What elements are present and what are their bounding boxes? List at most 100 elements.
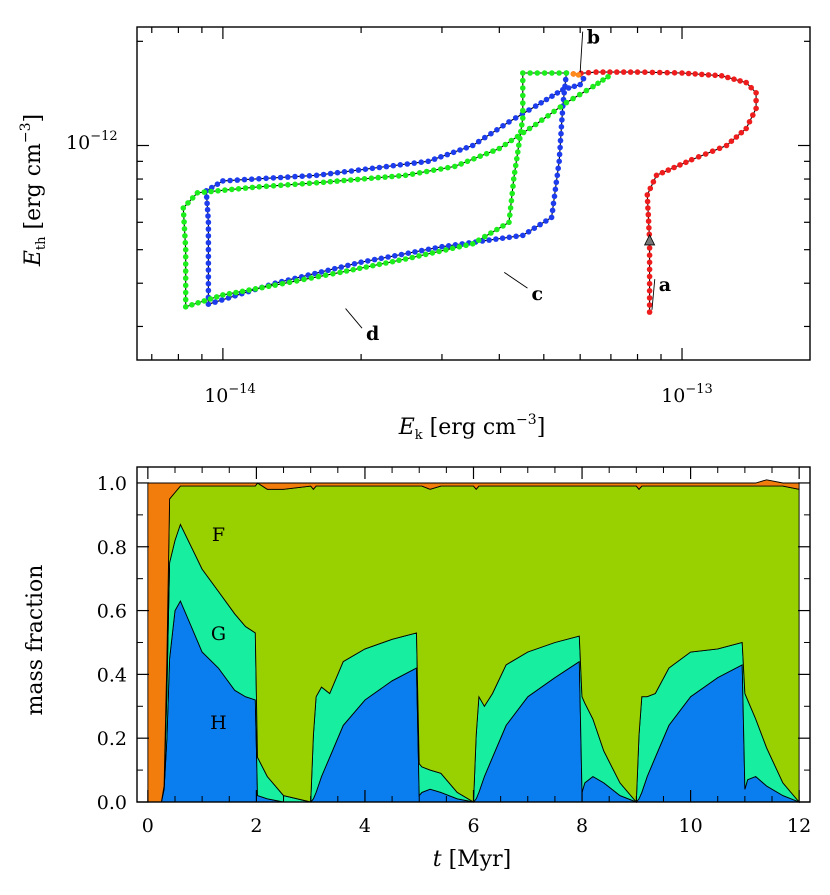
- point-d: [556, 70, 562, 76]
- point-d: [189, 195, 196, 201]
- point-c: [313, 172, 320, 179]
- point-a: [657, 69, 663, 76]
- point-c: [552, 186, 559, 193]
- point-c: [318, 269, 325, 275]
- point-c: [439, 243, 445, 250]
- point-d: [306, 180, 313, 187]
- point-d: [475, 237, 482, 243]
- point-c: [554, 172, 561, 179]
- top-axis-ticks: [137, 27, 810, 360]
- point-d: [252, 286, 259, 292]
- curve-label-a: a: [659, 274, 671, 296]
- point-d: [520, 129, 527, 136]
- point-d: [409, 171, 416, 177]
- point-d: [350, 266, 357, 273]
- point-c: [205, 287, 212, 294]
- point-d: [469, 241, 476, 247]
- point-c: [212, 299, 218, 305]
- point-d: [263, 183, 270, 190]
- point-a: [753, 90, 759, 96]
- point-d: [605, 73, 611, 80]
- x-tick-label: 8: [576, 815, 588, 837]
- point-a: [743, 125, 749, 132]
- point-a: [753, 97, 759, 104]
- curve-annotations: a b c d: [345, 27, 671, 345]
- bottom-x-axis-label: t [Myr]: [433, 847, 511, 872]
- point-c: [299, 173, 306, 179]
- point-c: [558, 124, 565, 130]
- point-c: [549, 93, 555, 99]
- point-c: [520, 232, 526, 239]
- point-d: [382, 174, 388, 180]
- point-d: [595, 80, 601, 87]
- point-a: [702, 151, 709, 157]
- point-c: [580, 75, 587, 82]
- point-a: [646, 245, 653, 251]
- point-a: [649, 69, 656, 76]
- point-c: [205, 253, 212, 260]
- point-d: [520, 107, 526, 114]
- point-d: [464, 158, 471, 165]
- point-d: [348, 177, 354, 183]
- point-d: [506, 219, 512, 226]
- point-a: [646, 252, 653, 258]
- point-d: [265, 283, 272, 290]
- y-tick-label: 0.0: [97, 792, 127, 814]
- point-d: [514, 155, 520, 162]
- point-d: [180, 212, 187, 218]
- point-d: [500, 223, 506, 229]
- point-d: [502, 141, 509, 148]
- point-d: [272, 282, 279, 288]
- curve-c: [205, 72, 584, 305]
- point-c: [499, 235, 506, 241]
- point-a: [585, 69, 592, 76]
- point-d: [285, 182, 291, 188]
- point-c: [438, 154, 444, 160]
- point-c: [493, 236, 499, 242]
- point-c: [506, 234, 513, 241]
- point-a: [731, 76, 737, 82]
- point-a: [614, 69, 620, 75]
- mass-fraction-plot: 0 2 4 6 8 10 120.00.20.40.60.81.0 FGH t [Myr] …: [23, 466, 811, 872]
- point-d: [519, 122, 525, 128]
- point-a: [688, 156, 695, 163]
- point-d: [423, 168, 430, 175]
- point-d: [343, 268, 350, 274]
- point-d: [477, 153, 484, 159]
- point-d: [213, 294, 220, 300]
- point-d: [182, 289, 189, 296]
- point-d: [182, 268, 189, 274]
- point-d: [463, 242, 469, 249]
- point-c: [488, 130, 494, 137]
- point-d: [226, 290, 233, 297]
- point-d: [315, 273, 322, 280]
- point-c: [205, 233, 212, 239]
- point-d: [422, 251, 429, 258]
- annotation-leader: [579, 31, 584, 73]
- x-tick-label: 4: [359, 815, 371, 837]
- point-d: [279, 280, 286, 287]
- point-c: [486, 237, 492, 243]
- point-d: [278, 182, 284, 189]
- point-d: [354, 176, 361, 183]
- point-c: [432, 245, 439, 251]
- point-d: [416, 253, 422, 259]
- top-x-axis-label: Ek [erg cm−3]: [398, 412, 546, 443]
- point-c: [331, 265, 338, 272]
- point-c: [220, 178, 226, 184]
- point-c: [548, 214, 555, 221]
- point-d: [195, 300, 201, 306]
- point-d: [507, 205, 514, 211]
- point-d: [189, 302, 195, 308]
- point-d: [294, 278, 300, 284]
- point-d: [181, 219, 187, 225]
- point-c: [425, 158, 432, 165]
- area-top: [147, 479, 800, 803]
- point-a: [723, 142, 730, 149]
- top-y-axis-label: Eth [erg cm−3]: [18, 114, 49, 267]
- point-c: [214, 181, 221, 187]
- point-a: [646, 273, 653, 280]
- point-c: [219, 297, 225, 303]
- point-c: [256, 176, 262, 182]
